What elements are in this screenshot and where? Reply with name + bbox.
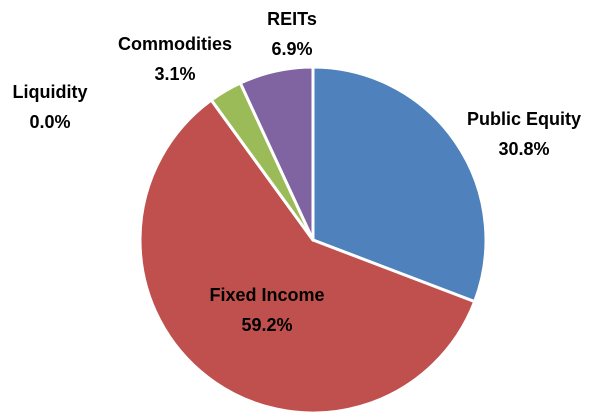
pie-slice [311,65,488,304]
slice-value-label: 3.1% [154,64,195,84]
slice-value-label: 59.2% [241,315,292,335]
slice-value-label: 0.0% [29,112,70,132]
slice-value-label: 6.9% [271,39,312,59]
slice-label: Fixed Income [209,285,324,305]
pie-slice [238,65,315,242]
slice-label: Liquidity [13,82,88,102]
slice-label: Public Equity [467,109,581,129]
pie-slice [138,98,477,413]
slice-label: REITs [267,9,317,29]
slice-label: Commodities [118,34,232,54]
slice-value-label: 30.8% [498,139,549,159]
